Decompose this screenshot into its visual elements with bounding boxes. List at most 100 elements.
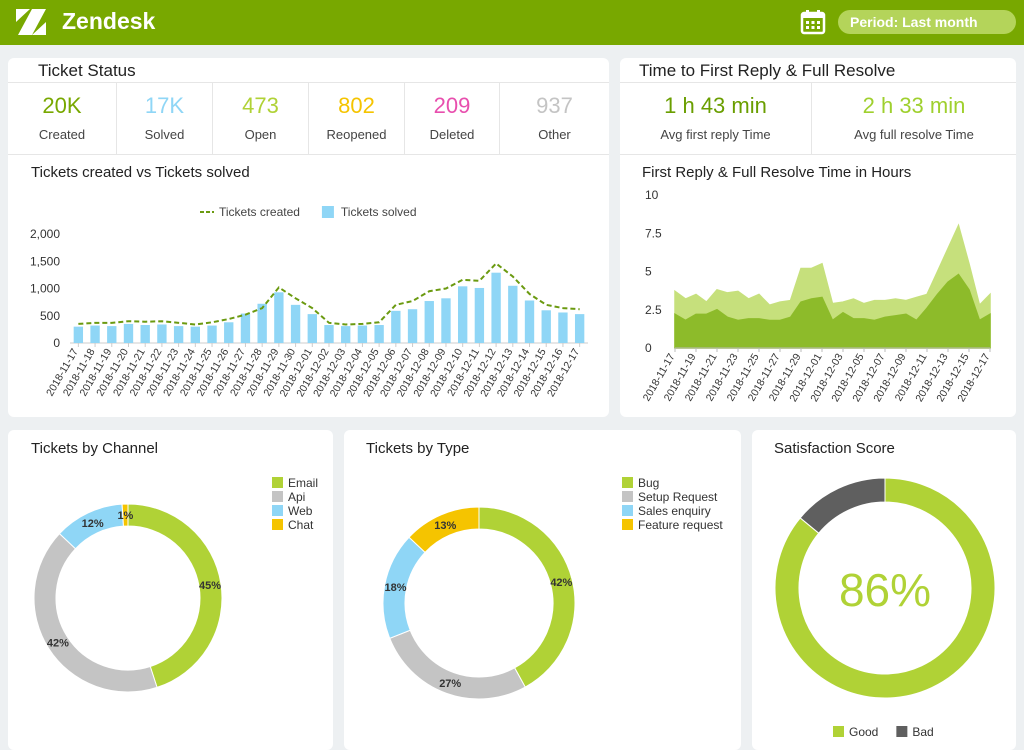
slice-label: 45% <box>199 580 221 592</box>
slice-label: 18% <box>384 582 406 594</box>
kpi-value: 209 <box>433 93 471 118</box>
panel <box>344 430 741 750</box>
kpi-label: Solved <box>144 127 185 142</box>
bar <box>524 300 535 343</box>
chart-title: Tickets by Channel <box>31 440 158 457</box>
legend-label: Sales enquiry <box>638 504 711 518</box>
legend-label: Good <box>849 725 878 739</box>
bar <box>140 325 150 343</box>
center-label: 86% <box>839 564 931 616</box>
legend-swatch <box>272 491 283 502</box>
legend-swatch <box>622 491 633 502</box>
kpi: 1 h 43 min Avg first reply Time <box>620 83 812 154</box>
kpi: 20K Created <box>8 83 117 154</box>
kpi-value: 20K <box>42 93 82 118</box>
bar <box>558 312 568 343</box>
bar <box>157 324 167 343</box>
legend-label: Chat <box>288 518 314 532</box>
bar <box>357 325 368 343</box>
bar <box>90 325 100 343</box>
bar <box>574 314 585 343</box>
legend-label: Email <box>288 476 318 490</box>
kpi-row: 20K Created 17K Solved 473 Open 802 Reopened 209… <box>8 82 609 155</box>
y-tick-label: 2.5 <box>645 303 662 317</box>
legend-label: Tickets solved <box>341 205 417 219</box>
slice-label: 27% <box>439 678 461 690</box>
y-tick-label: 7.5 <box>645 226 662 240</box>
chart-title: Tickets by Type <box>366 440 469 457</box>
bar <box>224 322 234 343</box>
bar <box>441 298 451 343</box>
kpi: 209 Deleted <box>405 83 500 154</box>
line <box>78 262 580 326</box>
bar <box>274 292 284 343</box>
legend-label: Web <box>288 504 313 518</box>
y-tick-label: 5 <box>645 265 652 279</box>
brand: Zendesk <box>62 8 156 34</box>
legend-label: Bad <box>912 725 933 739</box>
donut-slice <box>774 477 996 699</box>
legend-swatch <box>321 206 334 218</box>
bar <box>491 272 501 343</box>
donut-slice <box>408 506 480 554</box>
kpi-label: Deleted <box>429 127 475 142</box>
bar <box>457 286 468 343</box>
legend-label: Api <box>288 490 305 504</box>
bar <box>173 326 184 343</box>
bar <box>207 325 217 343</box>
legend-swatch <box>272 519 283 530</box>
slice-label: 42% <box>550 577 572 589</box>
donut-slice <box>121 503 129 527</box>
y-tick-label: 0 <box>645 341 652 355</box>
slice-label: 1% <box>117 510 133 522</box>
y-tick-label: 10 <box>645 188 659 202</box>
calendar-icon[interactable] <box>800 9 826 35</box>
y-tick-label: 500 <box>40 309 60 323</box>
kpi-label: Avg full resolve Time <box>854 127 974 142</box>
donut-slice <box>127 503 223 689</box>
y-tick-label: 1,000 <box>30 282 60 296</box>
bar <box>307 314 317 343</box>
bar <box>508 285 518 343</box>
legend-swatch <box>622 519 633 530</box>
bar <box>123 323 134 343</box>
legend-swatch <box>622 505 633 516</box>
kpi-label: Open <box>244 127 277 142</box>
kpi-value: 17K <box>144 93 185 118</box>
kpi-value: 1 h 43 min <box>664 93 767 118</box>
kpi-value: 2 h 33 min <box>862 93 966 118</box>
chart-title: First Reply & Full Resolve Time in Hours <box>642 164 911 181</box>
bar <box>391 310 401 343</box>
slice-label: 13% <box>434 520 456 532</box>
header: Zendesk Period: Last month <box>0 0 1024 45</box>
kpi-value: 802 <box>338 93 375 118</box>
y-tick-label: 2,000 <box>30 227 60 241</box>
bar <box>474 287 485 343</box>
donut-slice <box>33 532 158 693</box>
kpi: 473 Open <box>213 83 309 154</box>
legend-label: Setup Request <box>638 490 718 504</box>
panel-title: Time to First Reply & Full Resolve <box>639 61 896 80</box>
legend-swatch <box>896 726 908 737</box>
period-selector[interactable]: Period: Last month <box>838 10 1016 34</box>
chart-title: Tickets created vs Tickets solved <box>31 164 250 181</box>
kpi-label: Reopened <box>326 127 387 142</box>
bar <box>341 326 351 343</box>
bar <box>407 309 418 343</box>
bar <box>324 325 334 343</box>
y-tick-label: 0 <box>53 336 60 350</box>
legend-swatch <box>833 726 844 737</box>
bar <box>541 310 551 343</box>
kpi-label: Other <box>538 127 571 142</box>
area <box>674 273 991 349</box>
kpi-label: Avg first reply Time <box>660 127 771 142</box>
donut-slice <box>799 477 886 534</box>
legend-label: Bug <box>638 476 659 490</box>
kpi-label: Created <box>38 127 86 142</box>
kpi: 802 Reopened <box>309 83 405 154</box>
logo <box>16 9 46 35</box>
legend-label: Tickets created <box>219 205 300 219</box>
kpi-value: 473 <box>242 93 279 118</box>
kpi-row: 1 h 43 min Avg first reply Time 2 h 33 min… <box>620 82 1016 155</box>
